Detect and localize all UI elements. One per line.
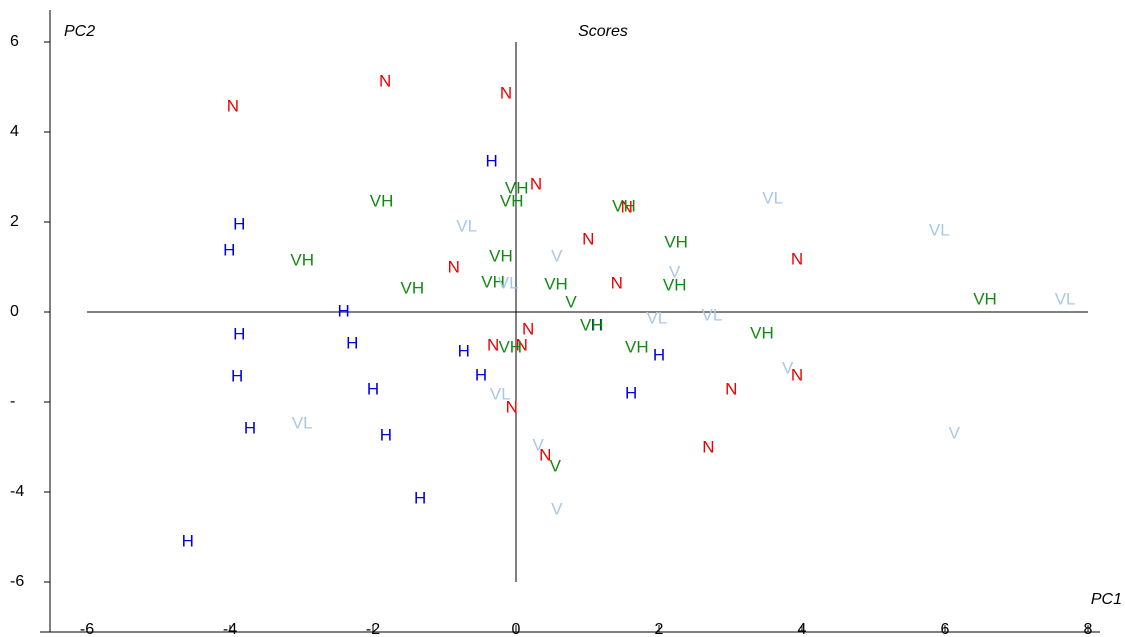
point-label: VH: [498, 337, 522, 356]
point-label: H: [591, 315, 603, 334]
point-label: VH: [664, 233, 688, 252]
point-label: VL: [456, 216, 477, 235]
point-label: N: [611, 274, 623, 293]
point-label: VL: [646, 309, 667, 328]
point-label: H: [475, 365, 487, 384]
point-label: H: [380, 426, 392, 445]
point-label: VL: [1055, 289, 1076, 308]
x-tick-label: 0: [512, 621, 521, 637]
y-tick-label: -: [10, 393, 15, 410]
point-label: N: [227, 96, 239, 115]
y-tick-label: -6: [10, 573, 24, 590]
point-label: N: [539, 445, 551, 464]
point-label: N: [487, 336, 499, 355]
point-label: H: [231, 366, 243, 385]
point-label: V: [782, 359, 794, 378]
point-label: H: [233, 215, 245, 234]
point-label: VH: [580, 315, 604, 334]
point-label: N: [725, 379, 737, 398]
point-label: H: [223, 240, 235, 259]
y-tick-label: 4: [10, 123, 19, 140]
point-label: VH: [663, 275, 687, 294]
y-tick-label: 6: [10, 33, 19, 50]
point-label: VH: [489, 247, 513, 266]
point-label: N: [791, 365, 803, 384]
point-label: H: [486, 152, 498, 171]
x-tick-label: 6: [941, 621, 950, 637]
point-label: H: [625, 383, 637, 402]
point-label: VH: [973, 289, 997, 308]
point-label: V: [949, 423, 961, 442]
point-label: VL: [292, 414, 313, 433]
point-label: VH: [505, 179, 529, 198]
point-label: H: [338, 301, 350, 320]
point-label: VH: [370, 192, 394, 211]
point-label: N: [516, 336, 528, 355]
point-label: VH: [625, 337, 649, 356]
point-label: N: [791, 249, 803, 268]
point-label: VH: [401, 279, 425, 298]
point-label: VH: [500, 192, 524, 211]
point-label: VH: [612, 197, 636, 216]
point-label: VL: [929, 220, 950, 239]
point-label: V: [551, 499, 563, 518]
point-label: N: [500, 84, 512, 103]
point-label: H: [367, 379, 379, 398]
point-label: VL: [762, 189, 783, 208]
point-label: H: [346, 333, 358, 352]
point-label: N: [522, 319, 534, 338]
point-label: V: [565, 292, 577, 311]
point-label: N: [530, 175, 542, 194]
point-label: H: [653, 346, 665, 365]
point-label: N: [582, 229, 594, 248]
point-label: N: [506, 397, 518, 416]
point-label: VL: [490, 384, 511, 403]
point-label: VH: [544, 274, 568, 293]
point-label: N: [379, 72, 391, 91]
point-label: N: [448, 257, 460, 276]
x-tick-label: 4: [798, 621, 807, 637]
point-label: V: [532, 436, 544, 455]
point-label: V: [551, 247, 563, 266]
point-label: H: [414, 489, 426, 508]
point-label: H: [244, 418, 256, 437]
point-label: V: [669, 262, 681, 281]
y-tick-label: 0: [10, 303, 19, 320]
point-label: H: [233, 324, 245, 343]
x-tick-label: 8: [1084, 621, 1093, 637]
point-label: VL: [702, 306, 723, 325]
y-tick-label: 2: [10, 213, 19, 230]
y-tick-label: -4: [10, 483, 24, 500]
point-label: N: [621, 198, 633, 217]
x-tick-label: -4: [223, 621, 237, 637]
point-label: V: [550, 456, 562, 475]
x-axis-label: PC1: [1091, 591, 1122, 608]
point-label: H: [182, 531, 194, 550]
x-tick-label: -6: [80, 621, 94, 637]
point-label: VH: [481, 273, 505, 292]
point-label: VL: [498, 274, 519, 293]
point-label: N: [702, 437, 714, 456]
x-tick-label: -2: [366, 621, 380, 637]
point-label: H: [458, 342, 470, 361]
point-label: VH: [750, 324, 774, 343]
chart-title: Scores: [578, 23, 628, 40]
y-axis-label: PC2: [64, 23, 95, 40]
x-tick-label: 2: [655, 621, 664, 637]
point-label: VH: [290, 251, 314, 270]
